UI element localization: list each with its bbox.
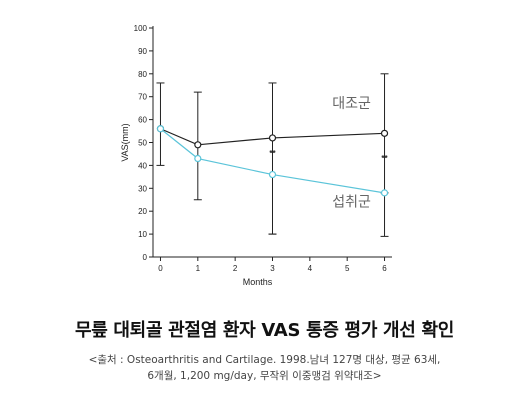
y-tick-label: 50 [138,139,147,148]
y-tick-label: 70 [138,93,147,102]
source-line-1: <출처 : Osteoarthritis and Cartilage. 1998… [88,354,441,366]
x-axis-title: Months [243,277,273,287]
headline: 무릎 대퇴골 관절염 환자 VAS 통증 평가 개선 확인 [74,320,455,341]
series-line [160,128,385,146]
error-bars [156,73,389,237]
x-tick-label: 2 [233,264,238,273]
y-tick-label: 40 [138,161,147,170]
y-tick-label: 20 [138,207,147,216]
data-point [380,129,389,137]
x-tick-label: 4 [308,264,313,273]
series-label: 섭취군 [332,195,371,211]
source-line-2: 6개월, 1,200 mg/day, 무작위 이중맹검 위약대조> [147,370,382,382]
series-lines [160,128,385,194]
y-tick-label: 10 [138,230,147,239]
y-tick-label: 90 [138,47,147,56]
data-point [268,134,277,142]
y-tick-label: 60 [138,116,147,125]
data-point [380,189,389,197]
y-axis-title: VAS(mm) [120,123,130,161]
x-tick-label: 0 [158,264,163,273]
y-tick-label: 100 [134,24,148,33]
x-tick-label: 6 [382,264,387,273]
x-tick-label: 3 [270,264,275,273]
series-points [156,125,389,197]
x-tick-label: 1 [196,264,201,273]
y-tick-label: 0 [143,253,148,262]
x-tick-label: 5 [345,264,350,273]
data-point [156,125,165,133]
significance-annotations: ** ** [269,149,388,163]
y-tick-label: 80 [138,70,147,79]
significance-marker: ** [269,149,276,158]
data-point [194,154,202,163]
y-axis-ticks: 0 10 20 30 40 50 60 70 80 90 100 [134,24,153,262]
data-point [268,170,277,179]
data-point [194,141,202,149]
y-tick-label: 30 [138,184,147,193]
series-label: 대조군 [332,96,371,112]
x-axis-ticks: 0 1 2 3 4 5 6 [158,257,387,273]
significance-marker: ** [381,154,388,163]
series-line [160,128,385,194]
